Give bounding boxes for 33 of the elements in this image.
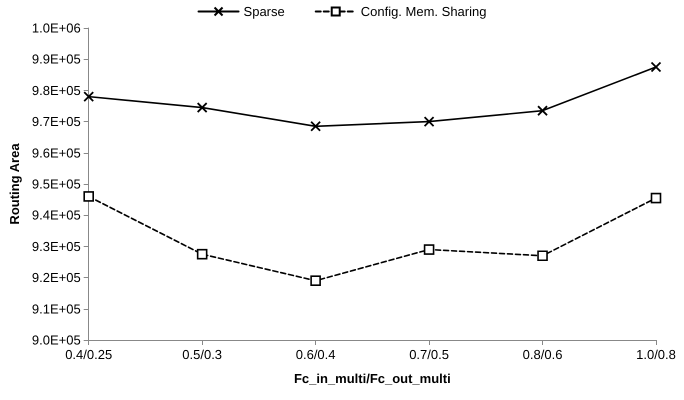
y-tick-label: 1.0E+06 bbox=[32, 20, 81, 36]
point bbox=[196, 102, 208, 113]
point bbox=[424, 244, 434, 255]
y-tick-label: 9.1E+05 bbox=[32, 301, 81, 316]
y-tick-label: 9.2E+05 bbox=[32, 270, 81, 286]
y-tick-label: 9.5E+05 bbox=[32, 176, 81, 192]
point bbox=[196, 248, 208, 260]
point bbox=[310, 275, 321, 286]
legend-label: Sparse bbox=[244, 4, 285, 19]
point bbox=[310, 120, 322, 132]
y-tick-label: 9.0E+05 bbox=[32, 332, 81, 348]
y-tick-label: 9.3E+05 bbox=[32, 238, 81, 254]
y-tick-label: 9.6E+05 bbox=[32, 145, 81, 160]
point bbox=[650, 192, 662, 204]
y-tick-label: 9.4E+05 bbox=[32, 208, 81, 223]
y-tick-label: 9.8E+05 bbox=[32, 82, 81, 98]
x-tick-label: 0.8/0.6 bbox=[522, 347, 562, 362]
legend-label: Config. Mem. Sharing bbox=[360, 4, 486, 19]
y-tick-label: 9.7E+05 bbox=[32, 114, 81, 130]
x-tick-label: 0.4/0.25 bbox=[65, 347, 112, 362]
x-tick-label: 0.6/0.4 bbox=[296, 347, 336, 362]
y-tick-label: 9.9E+05 bbox=[32, 52, 81, 67]
y-axis-title: Routing Area bbox=[7, 142, 22, 225]
x-axis-title: Fc_in_multi/Fc_out_multi bbox=[294, 371, 451, 386]
point bbox=[650, 62, 662, 72]
point bbox=[537, 105, 548, 116]
point bbox=[537, 250, 548, 262]
point bbox=[83, 191, 94, 202]
x-tick-label: 0.5/0.3 bbox=[182, 347, 222, 362]
point bbox=[424, 116, 434, 127]
x-tick-label: 1.0/0.8 bbox=[636, 347, 676, 362]
x-tick-label: 0.7/0.5 bbox=[409, 347, 449, 362]
point bbox=[83, 91, 94, 102]
